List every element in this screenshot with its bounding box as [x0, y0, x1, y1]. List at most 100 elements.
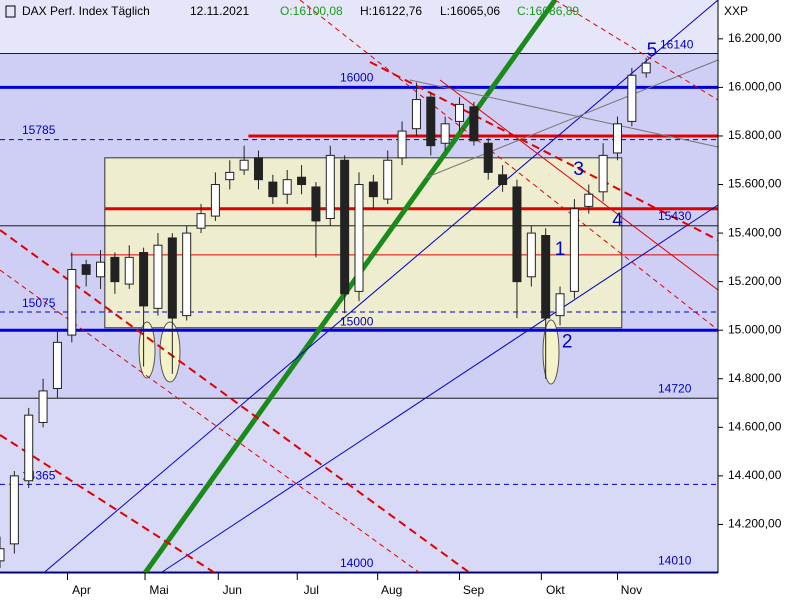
- trend-line: [424, 59, 719, 179]
- y-tick-label: 14.200,00: [728, 517, 782, 531]
- trend-line: [0, 229, 471, 574]
- candle-body: [124, 256, 134, 285]
- candle-body: [555, 293, 565, 317]
- candle-body: [383, 159, 393, 200]
- x-tick-label: Mai: [149, 583, 168, 597]
- level-label: 14000: [340, 556, 374, 570]
- level-label: 16000: [340, 71, 374, 85]
- candle-body: [297, 176, 307, 186]
- candle-body: [225, 171, 235, 181]
- candle-body: [598, 154, 608, 193]
- candle-body: [512, 186, 522, 283]
- wave-label: 2: [562, 331, 573, 352]
- wave-label: 4: [612, 210, 623, 231]
- x-tick-label: Jun: [223, 583, 242, 597]
- candle-body: [455, 103, 465, 122]
- highlight: [159, 321, 181, 383]
- candle-body: [38, 390, 48, 423]
- y-tick-label: 16.000,00: [728, 80, 782, 94]
- candle-body: [139, 252, 149, 307]
- x-tick-label: Okt: [546, 583, 565, 597]
- ohlc-label: C:16086,89: [517, 4, 579, 18]
- trend-line: [142, 0, 558, 575]
- trend-line: [554, 0, 719, 101]
- axis-label: XXP: [724, 4, 748, 18]
- candle-body: [469, 106, 479, 142]
- candle-body: [9, 475, 19, 545]
- candle-body: [426, 96, 436, 147]
- level-label: 15430: [658, 209, 692, 223]
- trend-line: [0, 434, 216, 574]
- candle-body: [569, 208, 579, 292]
- x-tick-label: Aug: [381, 583, 402, 597]
- axis-background: [0, 573, 718, 600]
- chart-title: DAX Perf. Index Täglich: [22, 4, 150, 18]
- candle-body: [483, 142, 493, 173]
- candle-body: [498, 174, 508, 186]
- y-tick-label: 15.200,00: [728, 274, 782, 288]
- candle-body: [96, 261, 106, 278]
- axes: 14.200,00 14.400,00 14.600,00 14.800,00 15.0…: [66, 31, 782, 597]
- candle-body: [182, 232, 192, 317]
- highlight: [138, 321, 156, 379]
- level-label: 14010: [658, 554, 692, 568]
- candle-body: [0, 548, 5, 562]
- y-tick-label: 15.400,00: [728, 225, 782, 239]
- trend-line: [10, 0, 719, 600]
- candle-body: [239, 159, 249, 171]
- x-tick-label: Sep: [463, 583, 485, 597]
- candle-body: [627, 74, 637, 122]
- axis-background: [718, 0, 800, 600]
- candle-body: [24, 414, 34, 482]
- date: 12.11.2021: [190, 4, 249, 18]
- trend-line: [149, 204, 719, 581]
- y-tick-label: 15.800,00: [728, 128, 782, 142]
- y-tick-label: 14.600,00: [728, 419, 782, 433]
- candle-body: [253, 157, 263, 181]
- candle-body: [411, 99, 421, 130]
- wave-label: 1: [555, 239, 566, 260]
- candle-body: [397, 130, 407, 159]
- highlight: [542, 319, 560, 385]
- trend-lines: [0, 0, 719, 600]
- candle-body: [541, 235, 551, 319]
- candle-body: [368, 181, 378, 198]
- x-tick-label: Apr: [72, 583, 91, 597]
- y-tick-label: 14.400,00: [728, 468, 782, 482]
- trend-line: [369, 61, 719, 241]
- candle-body: [641, 62, 651, 74]
- y-tick-label: 14.800,00: [728, 371, 782, 385]
- ohlc-label: H:16122,76: [360, 4, 422, 18]
- trend-line: [409, 79, 719, 148]
- level-label: 14720: [658, 381, 692, 395]
- candle-body: [325, 154, 335, 220]
- candle-body: [210, 184, 220, 217]
- candle-body: [282, 179, 292, 195]
- x-tick-label: Nov: [621, 583, 642, 597]
- candle-body: [167, 237, 177, 319]
- candle-body: [526, 232, 536, 278]
- candle-body: [67, 269, 77, 336]
- level-label: 15785: [22, 123, 56, 137]
- candle-body: [584, 193, 594, 207]
- band: [0, 399, 718, 573]
- candle-body: [612, 123, 622, 154]
- candle-body: [311, 186, 321, 222]
- candle-body: [268, 181, 278, 198]
- level-label: 15075: [22, 296, 56, 310]
- level-label: 15000: [340, 314, 374, 328]
- band: [0, 0, 718, 53]
- trend-line: [299, 0, 719, 331]
- y-tick-label: 15.600,00: [728, 177, 782, 191]
- trend-line: [439, 79, 719, 291]
- candle-body: [440, 123, 450, 144]
- y-tick-label: 16.200,00: [728, 31, 782, 45]
- ohlc-label: L:16065,06: [440, 4, 500, 18]
- x-tick-label: Jul: [304, 583, 319, 597]
- candle-body: [110, 256, 120, 283]
- candles: 1614016000157851543015075150001472014365…: [0, 38, 694, 570]
- candle-body: [153, 244, 163, 309]
- wave-label: 5: [647, 40, 658, 61]
- candle-body: [52, 341, 62, 389]
